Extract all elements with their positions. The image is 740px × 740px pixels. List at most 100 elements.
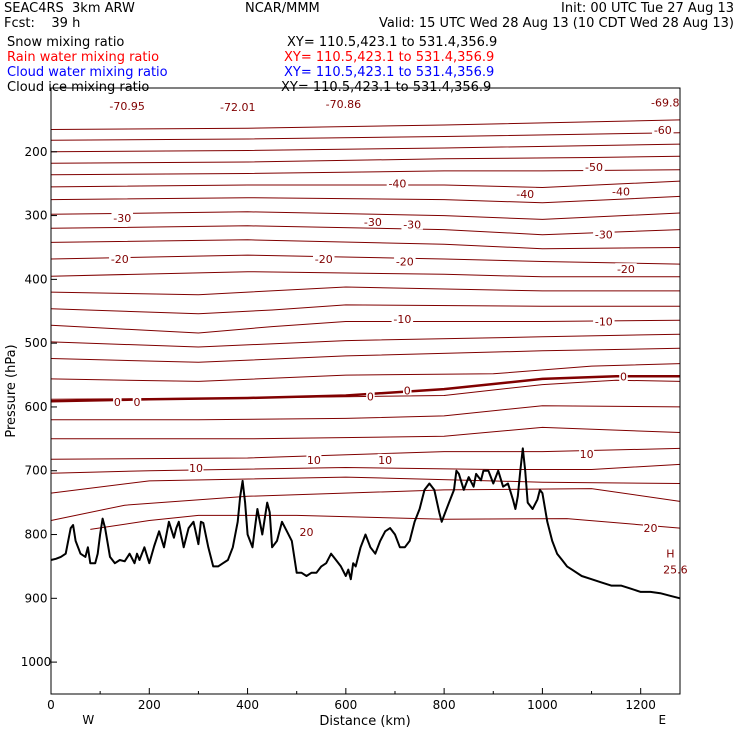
x-tick-label: 400 — [236, 698, 259, 712]
contour-label-mask — [113, 395, 122, 407]
contour-label: -40 — [612, 185, 630, 198]
contour-label-mask — [593, 228, 615, 240]
contour-label-mask — [391, 312, 414, 324]
temperature-contour — [90, 514, 681, 530]
contour-label: -70.95 — [109, 100, 144, 113]
contour-label: 10 — [307, 454, 321, 467]
y-tick-label: 500 — [25, 336, 48, 350]
contour-label-layer: -70.95 -72.01 -70.86 -69.8 -60 -50 -40 -40 -40 -3… — [106, 96, 688, 577]
contour-label-mask — [322, 97, 364, 109]
contour-label-mask — [217, 101, 259, 113]
contour-label-mask — [106, 99, 148, 111]
contour-label: 10 — [378, 454, 392, 467]
contour-label-mask — [648, 96, 683, 108]
contour-label-mask — [593, 315, 615, 327]
forecast-hour: Fcst: 39 h — [4, 16, 81, 31]
contour-label-mask — [362, 215, 384, 227]
temperature-contour — [50, 143, 681, 153]
temperature-contour — [50, 195, 681, 204]
contour-label-mask — [615, 263, 637, 275]
temperature-contour — [50, 271, 680, 278]
temperature-contour — [50, 180, 681, 189]
model-title: SEAC4RS 3km ARW — [4, 1, 135, 16]
temperature-contour — [50, 254, 681, 265]
contour-label-mask — [401, 218, 423, 230]
axis-layer: 0 200 400 600 800 1000 12002003004005006007008… — [21, 145, 666, 727]
contour-label-mask — [579, 448, 595, 460]
temperature-contour — [50, 379, 681, 400]
temperature-contour — [51, 405, 681, 421]
temperature-contour — [50, 211, 681, 220]
temperature-contour — [50, 476, 681, 494]
temperature-contour — [50, 286, 680, 296]
contour-label: -30 — [403, 219, 421, 232]
contour-label: -72.01 — [220, 101, 255, 114]
y-tick-label: 700 — [25, 464, 48, 478]
x-tick-label: 800 — [433, 698, 456, 712]
y-tick-label: 200 — [25, 145, 48, 159]
contour-label-mask — [610, 185, 632, 197]
temperature-contour — [50, 239, 681, 250]
east-end-label: E — [659, 713, 667, 727]
y-tick-label: 600 — [25, 400, 48, 414]
y-tick-label: 800 — [25, 528, 48, 542]
terrain-layer — [50, 447, 681, 600]
contour-label: 10 — [580, 448, 594, 461]
x-tick-label: 200 — [138, 698, 161, 712]
contour-label: -70.86 — [326, 98, 361, 111]
y-tick-label: 400 — [25, 272, 48, 286]
contour-label: -30 — [113, 212, 131, 225]
contour-label: -50 — [585, 161, 603, 174]
field-label-cloud-water: Cloud water mixing ratio — [7, 65, 168, 80]
contour-label: -10 — [595, 315, 613, 328]
contour-label: -40 — [516, 188, 534, 201]
contour-label-mask — [386, 177, 409, 189]
contour-label: 0 — [367, 391, 374, 404]
contour-label: 20 — [644, 522, 658, 535]
max-marker: H — [666, 548, 674, 561]
y-tick-label: 900 — [25, 591, 48, 605]
contour-label-mask — [514, 187, 536, 199]
contour-label-mask — [403, 384, 412, 396]
y-axis-label: Pressure (hPa) — [4, 344, 19, 437]
field-label-rain: Rain water mixing ratio — [7, 50, 160, 65]
contour-label: 0 — [114, 396, 121, 409]
init-time: Init: 00 UTC Tue 27 Aug 13 — [561, 1, 734, 16]
contour-label: 0 — [620, 370, 627, 383]
temperature-contour — [50, 304, 680, 315]
temperature-contour — [50, 119, 681, 130]
x-tick-label: 1200 — [625, 698, 656, 712]
contour-label: -10 — [393, 313, 411, 326]
contour-label: -20 — [111, 253, 129, 266]
temperature-contour — [50, 155, 681, 164]
contour-label-mask — [652, 124, 674, 136]
west-end-label: W — [82, 713, 94, 727]
field-label-snow: Snow mixing ratio — [7, 35, 125, 50]
contour-label: 20 — [300, 526, 314, 539]
contour-label: 0 — [404, 384, 411, 397]
y-tick-label: 300 — [25, 209, 48, 223]
max-value: 25.6 — [663, 564, 688, 577]
temperature-contour — [50, 333, 681, 348]
y-tick-label: 1000 — [21, 655, 52, 669]
contour-label-mask — [111, 212, 134, 224]
field-xy-cloud-water: XY= 110.5,423.1 to 531.4,356.9 — [284, 65, 495, 80]
valid-time: Valid: 15 UTC Wed 28 Aug 13 (10 CDT Wed … — [379, 16, 734, 31]
field-xy-rain: XY= 110.5,423.1 to 531.4,356.9 — [284, 50, 495, 65]
contour-label-mask — [394, 255, 416, 267]
temperature-contour — [50, 319, 681, 334]
x-tick-label: 1000 — [527, 698, 558, 712]
temperature-contour — [50, 363, 681, 382]
temperature-contour — [50, 463, 681, 474]
field-xy-snow: XY= 110.5,423.1 to 531.4,356.9 — [287, 35, 498, 50]
contour-label: -20 — [617, 263, 635, 276]
temperature-contour — [50, 347, 681, 363]
plot-frame — [50, 87, 681, 695]
contour-label-mask — [619, 370, 628, 382]
x-tick-label: 0 — [47, 698, 55, 712]
contour-label-mask — [377, 453, 393, 465]
contour-label-mask — [312, 252, 335, 264]
contour-label: -30 — [364, 216, 382, 229]
contour-label-mask — [306, 453, 322, 465]
